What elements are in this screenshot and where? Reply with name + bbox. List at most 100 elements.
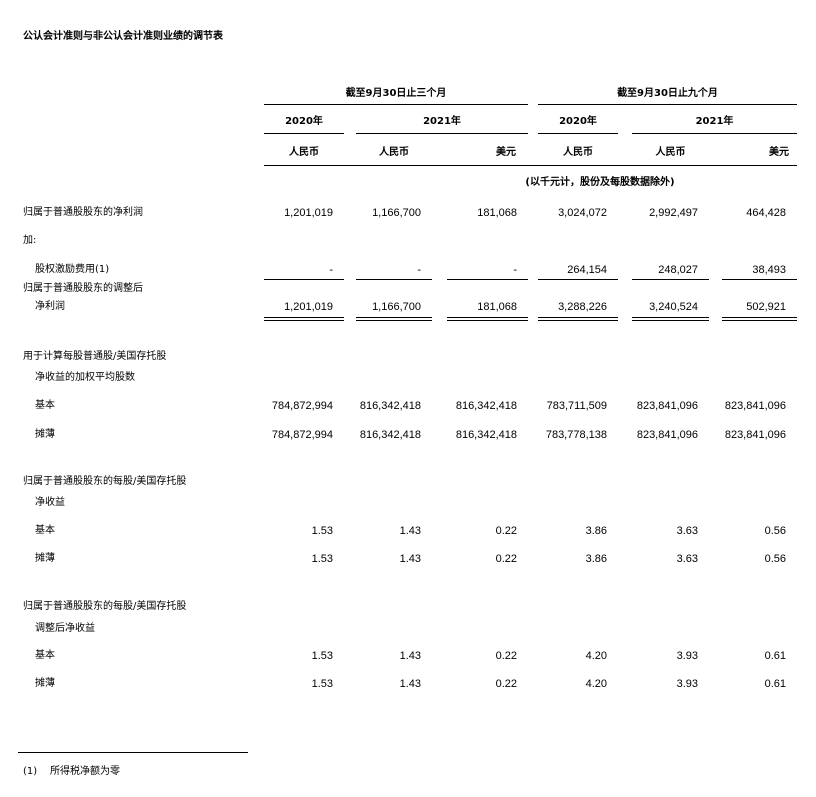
cell-value: 464,428	[746, 207, 786, 219]
cell-value: 4.20	[585, 678, 607, 690]
row-label: 归属于普通股股东的净利润	[23, 207, 143, 218]
cell-value: 248,027	[658, 264, 698, 276]
subtotal-rule	[632, 279, 709, 280]
subtotal-rule	[264, 279, 344, 280]
cell-value: 4.20	[585, 650, 607, 662]
row-label: 净利润	[35, 301, 65, 312]
cell-value: 784,872,994	[271, 400, 333, 412]
cell-value: 0.22	[495, 525, 517, 537]
cell-value: 1,166,700	[372, 207, 421, 219]
currency-header: 美元	[496, 147, 516, 158]
cell-value: 3,240,524	[649, 301, 698, 313]
cell-value: 1.43	[399, 678, 421, 690]
cell-value: 823,841,096	[724, 400, 786, 412]
cell-value: 816,342,418	[359, 429, 421, 441]
document-title: 公认会计准则与非公认会计准则业绩的调节表	[23, 31, 223, 42]
divider	[264, 133, 344, 134]
cell-value: 783,711,509	[546, 400, 607, 412]
year-header: 2020年	[285, 116, 323, 127]
cell-value: 1,201,019	[284, 207, 333, 219]
row-label: 归属于普通股股东的每股/美国存托股	[23, 476, 187, 487]
row-label: 用于计算每股普通股/美国存托股	[23, 351, 167, 362]
cell-value: 181,068	[477, 301, 517, 313]
row-label: 摊薄	[35, 429, 55, 440]
divider	[356, 133, 528, 134]
row-label: 股权激励费用(1)	[35, 264, 110, 275]
row-label: 摊薄	[35, 678, 55, 689]
cell-value: -	[417, 264, 421, 276]
row-label: 净收益	[35, 497, 65, 508]
cell-value: 1,166,700	[372, 301, 421, 313]
cell-value: 0.61	[764, 678, 786, 690]
footnote-divider	[18, 752, 248, 753]
cell-value: 1.53	[311, 650, 333, 662]
total-double-rule	[722, 317, 797, 321]
period-nine-months: 截至9月30日止九个月	[617, 88, 718, 99]
row-label: 基本	[35, 650, 55, 661]
cell-value: 1,201,019	[284, 301, 333, 313]
cell-value: 3.86	[585, 525, 607, 537]
cell-value: 502,921	[746, 301, 786, 313]
currency-header: 人民币	[289, 147, 319, 158]
cell-value: 823,841,096	[724, 429, 786, 441]
cell-value: 2,992,497	[649, 207, 698, 219]
year-header: 2021年	[423, 116, 461, 127]
total-double-rule	[264, 317, 344, 321]
cell-value: 3.63	[676, 553, 698, 565]
cell-value: 38,493	[752, 264, 786, 276]
cell-value: 816,342,418	[455, 429, 517, 441]
row-label: 调整后净收益	[35, 623, 95, 634]
divider	[264, 165, 797, 166]
cell-value: 181,068	[477, 207, 517, 219]
cell-value: 3.93	[676, 678, 698, 690]
divider	[538, 104, 797, 105]
currency-header: 人民币	[379, 147, 409, 158]
cell-value: 1.43	[399, 525, 421, 537]
currency-header: 人民币	[563, 147, 593, 158]
cell-value: 783,778,138	[545, 429, 607, 441]
cell-value: 0.22	[495, 678, 517, 690]
row-label: 基本	[35, 400, 55, 411]
row-label: 归属于普通股股东的每股/美国存托股	[23, 601, 187, 612]
footnote-text: 所得税净额为零	[50, 766, 120, 777]
cell-value: 784,872,994	[271, 429, 333, 441]
cell-value: 0.22	[495, 553, 517, 565]
footnote-marker: (1)	[23, 766, 38, 777]
cell-value: 3,024,072	[558, 207, 607, 219]
total-double-rule	[538, 317, 618, 321]
cell-value: 1.43	[399, 553, 421, 565]
cell-value: 3.63	[676, 525, 698, 537]
divider	[632, 133, 797, 134]
currency-header: 美元	[769, 147, 789, 158]
subtotal-rule	[356, 279, 432, 280]
row-label: 归属于普通股股东的调整后	[23, 283, 143, 294]
cell-value: 1.53	[311, 678, 333, 690]
year-header: 2021年	[695, 116, 734, 127]
total-double-rule	[447, 317, 528, 321]
row-label: 基本	[35, 525, 55, 536]
cell-value: -	[329, 264, 333, 276]
cell-value: 816,342,418	[455, 400, 517, 412]
total-double-rule	[356, 317, 432, 321]
unit-note: (以千元计，股份及每股数据除外)	[525, 177, 675, 188]
cell-value: 1.53	[311, 525, 333, 537]
cell-value: 1.43	[399, 650, 421, 662]
cell-value: 823,841,096	[636, 429, 698, 441]
cell-value: 0.22	[495, 650, 517, 662]
currency-header: 人民币	[655, 147, 686, 158]
cell-value: 0.61	[764, 650, 786, 662]
cell-value: -	[513, 264, 517, 276]
divider	[264, 104, 528, 105]
cell-value: 823,841,096	[636, 400, 698, 412]
cell-value: 0.56	[764, 553, 786, 565]
cell-value: 3.86	[585, 553, 607, 565]
period-three-months: 截至9月30日止三个月	[345, 88, 447, 99]
subtotal-rule	[722, 279, 797, 280]
year-header: 2020年	[559, 116, 597, 127]
subtotal-rule	[447, 279, 528, 280]
row-label: 摊薄	[35, 553, 55, 564]
cell-value: 3.93	[676, 650, 698, 662]
cell-value: 3,288,226	[558, 301, 607, 313]
row-label: 加:	[23, 235, 37, 246]
